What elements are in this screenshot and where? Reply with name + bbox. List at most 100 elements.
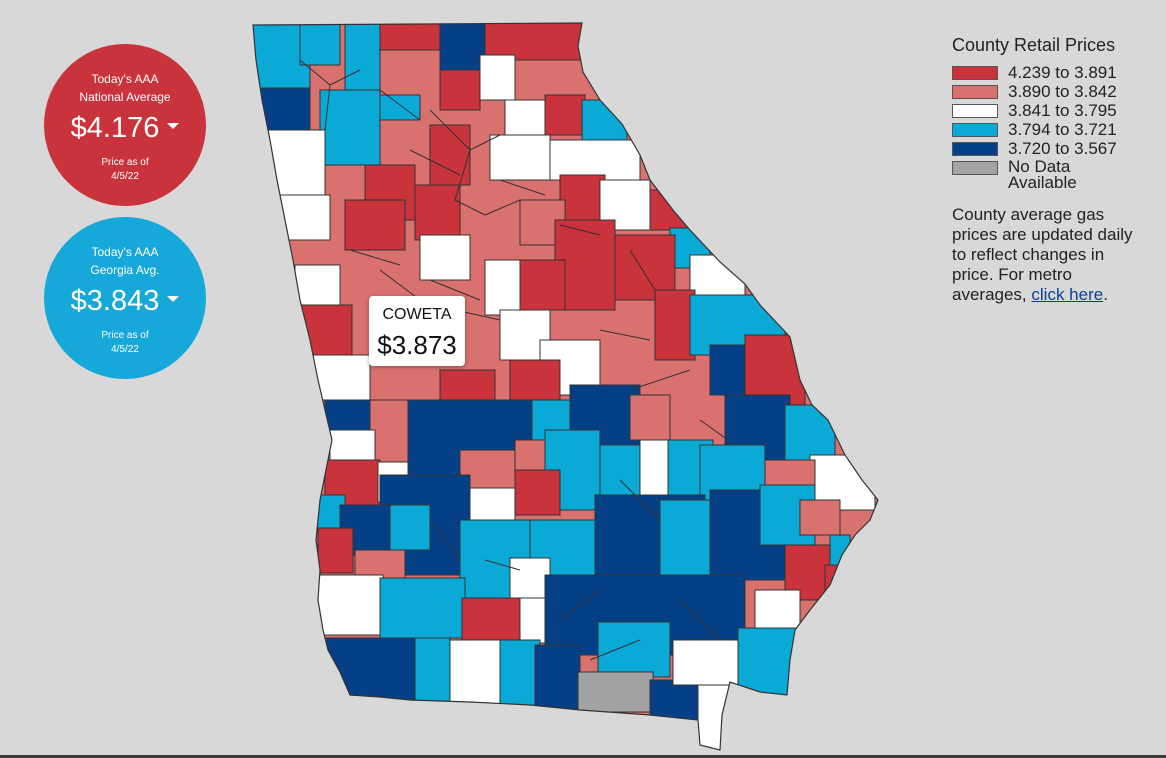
county-region-no-data[interactable] bbox=[577, 671, 654, 713]
legend-item: 3.890 to 3.842 bbox=[952, 83, 1152, 102]
county-region[interactable] bbox=[319, 637, 416, 709]
tooltip-county-name: COWETA bbox=[382, 306, 452, 323]
national-heading-line1: Today's AAA bbox=[91, 72, 159, 86]
county-region[interactable] bbox=[629, 394, 671, 441]
metro-averages-link[interactable]: click here bbox=[1031, 285, 1104, 304]
county-region[interactable] bbox=[672, 639, 739, 686]
georgia-price-value: $3.843 bbox=[70, 285, 160, 317]
county-region[interactable] bbox=[344, 20, 381, 91]
county-region[interactable] bbox=[509, 557, 551, 601]
legend-swatch bbox=[952, 104, 998, 118]
legend: County Retail Prices 4.239 to 3.891 3.89… bbox=[952, 34, 1152, 305]
legend-item: 3.720 to 3.567 bbox=[952, 140, 1152, 159]
caret-down-icon[interactable] bbox=[167, 296, 180, 303]
legend-swatch bbox=[952, 142, 998, 156]
county-region[interactable] bbox=[461, 597, 528, 644]
national-price-date: Price as of 4/5/22 bbox=[44, 156, 206, 184]
legend-label: 3.890 to 3.842 bbox=[1008, 82, 1117, 101]
county-region[interactable] bbox=[549, 139, 641, 181]
legend-item: 4.239 to 3.891 bbox=[952, 64, 1152, 83]
county-region[interactable] bbox=[414, 637, 451, 709]
county-region[interactable] bbox=[317, 527, 354, 574]
county-region[interactable] bbox=[309, 354, 371, 401]
state-outline bbox=[252, 22, 879, 751]
georgia-average-price[interactable]: $3.843 bbox=[44, 283, 206, 319]
county-region[interactable] bbox=[344, 199, 406, 251]
county-region[interactable] bbox=[449, 639, 501, 711]
county-region[interactable] bbox=[329, 429, 376, 466]
county-tooltip: COWETA $3.873 bbox=[369, 296, 465, 366]
bottom-divider bbox=[0, 755, 1166, 758]
county-region[interactable] bbox=[649, 679, 706, 721]
county-region[interactable] bbox=[439, 69, 481, 111]
georgia-heading-line2: Georgia Avg. bbox=[90, 263, 160, 277]
county-region[interactable] bbox=[484, 259, 521, 316]
georgia-asof-label: Price as of bbox=[101, 330, 149, 341]
national-heading-line2: National Average bbox=[79, 90, 171, 104]
legend-item: 3.794 to 3.721 bbox=[952, 121, 1152, 140]
national-price-value: $4.176 bbox=[70, 112, 160, 144]
legend-note-end: . bbox=[1103, 285, 1108, 304]
county-region[interactable] bbox=[639, 439, 671, 501]
georgia-heading-line1: Today's AAA bbox=[91, 245, 159, 259]
county-region[interactable] bbox=[654, 289, 696, 361]
county-region[interactable] bbox=[469, 487, 516, 524]
georgia-asof-date: 4/5/22 bbox=[111, 344, 139, 355]
county-region[interactable] bbox=[429, 124, 471, 186]
county-region[interactable] bbox=[257, 87, 311, 134]
legend-swatch bbox=[952, 85, 998, 99]
county-region[interactable] bbox=[599, 444, 646, 501]
county-region[interactable] bbox=[479, 54, 516, 101]
county-region[interactable] bbox=[799, 499, 841, 536]
legend-item-no-data: No Data Available bbox=[952, 157, 1152, 192]
county-region[interactable] bbox=[294, 264, 341, 311]
county-region[interactable] bbox=[504, 99, 546, 141]
legend-label: No Data Available bbox=[1008, 157, 1077, 192]
county-region[interactable] bbox=[519, 259, 566, 311]
legend-item: 3.841 to 3.795 bbox=[952, 102, 1152, 121]
county-region[interactable] bbox=[379, 577, 466, 639]
county-region[interactable] bbox=[414, 184, 461, 241]
county-region[interactable] bbox=[697, 684, 739, 758]
legend-label: 3.720 to 3.567 bbox=[1008, 139, 1117, 158]
county-region[interactable] bbox=[299, 20, 341, 66]
county-region[interactable] bbox=[379, 94, 421, 121]
county-region[interactable] bbox=[419, 234, 471, 281]
county-region[interactable] bbox=[534, 644, 581, 711]
county-region[interactable] bbox=[389, 504, 431, 551]
legend-swatch bbox=[952, 123, 998, 137]
legend-swatch bbox=[952, 161, 998, 175]
georgia-average-badge: Today's AAA Georgia Avg. $3.843 Price as… bbox=[44, 217, 206, 379]
county-region[interactable] bbox=[597, 621, 671, 678]
county-region[interactable] bbox=[499, 639, 541, 711]
county-region[interactable] bbox=[484, 20, 586, 61]
legend-note-text: County average gas prices are updated da… bbox=[952, 205, 1133, 304]
county-region[interactable] bbox=[784, 404, 836, 461]
tooltip-county-price: $3.873 bbox=[377, 330, 457, 360]
county-region[interactable] bbox=[317, 574, 384, 636]
legend-items: 4.239 to 3.891 3.890 to 3.842 3.841 to 3… bbox=[952, 64, 1152, 191]
county-region[interactable] bbox=[544, 94, 586, 136]
legend-label: 3.841 to 3.795 bbox=[1008, 101, 1117, 120]
legend-label: 4.239 to 3.891 bbox=[1008, 63, 1117, 82]
national-average-price[interactable]: $4.176 bbox=[44, 110, 206, 146]
county-region[interactable] bbox=[754, 589, 801, 631]
national-average-heading: Today's AAA National Average bbox=[44, 70, 206, 106]
legend-swatch bbox=[952, 66, 998, 80]
county-region[interactable] bbox=[659, 499, 716, 581]
county-region[interactable] bbox=[614, 234, 676, 301]
county-region[interactable] bbox=[439, 20, 486, 76]
georgia-average-heading: Today's AAA Georgia Avg. bbox=[44, 243, 206, 279]
county-region[interactable] bbox=[559, 174, 606, 226]
legend-label: 3.794 to 3.721 bbox=[1008, 120, 1117, 139]
county-region[interactable] bbox=[514, 469, 561, 516]
national-asof-date: 4/5/22 bbox=[111, 171, 139, 182]
county-region[interactable] bbox=[301, 304, 353, 356]
georgia-price-date: Price as of 4/5/22 bbox=[44, 329, 206, 357]
county-region[interactable] bbox=[489, 134, 551, 181]
county-region[interactable] bbox=[319, 89, 381, 166]
caret-down-icon[interactable] bbox=[167, 123, 180, 130]
legend-title: County Retail Prices bbox=[952, 35, 1116, 55]
county-region[interactable] bbox=[279, 194, 331, 241]
